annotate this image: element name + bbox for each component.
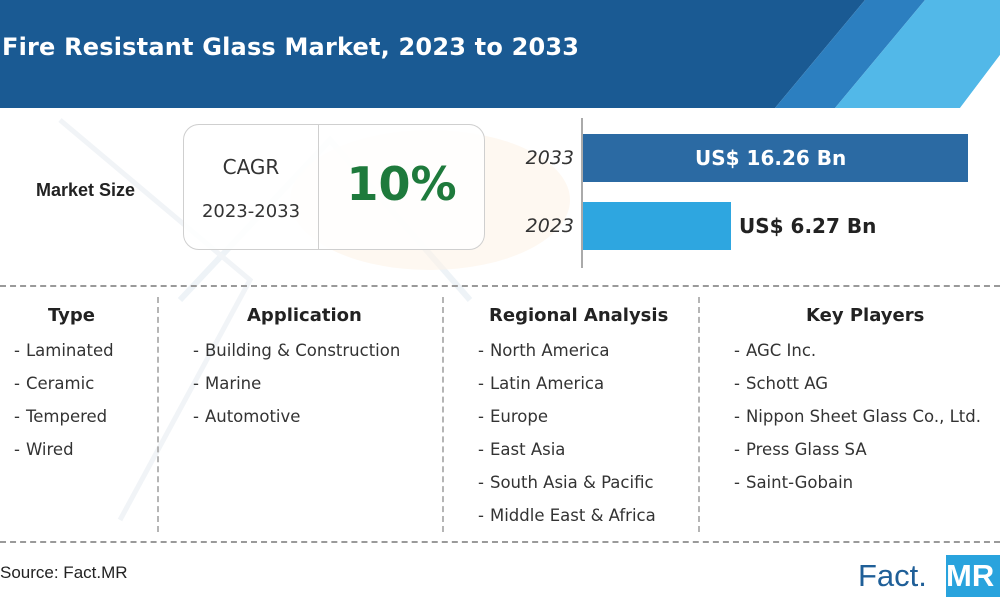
cagr-label: CAGR — [222, 155, 280, 179]
list-item: - South Asia & Pacific — [478, 473, 654, 492]
list-item: - Press Glass SA — [734, 440, 867, 459]
column-heading: Application — [247, 305, 362, 326]
item-list: - Laminated - Ceramic - Tempered - Wired — [14, 340, 144, 472]
cagr-value: 10% — [346, 157, 457, 211]
market-size-bar-chart: 2033 US$ 16.26 Bn 2023 US$ 6.27 Bn — [510, 118, 990, 268]
list-item: - Saint-Gobain — [734, 473, 854, 492]
cagr-box: CAGR 2023-2033 10% — [183, 124, 485, 250]
column-divider — [698, 297, 700, 532]
factmr-logo: Fact. MR — [858, 555, 1000, 597]
column-divider — [442, 297, 444, 532]
column-regional-analysis: Regional Analysis - North America - Latin … — [478, 305, 688, 538]
column-application: Application - Building & Construction - Ma… — [193, 305, 433, 439]
bar-value-label: US$ 16.26 Bn — [695, 146, 847, 170]
list-item: - Latin America — [478, 374, 605, 393]
list-item: - East Asia — [478, 440, 566, 459]
column-type: Type - Laminated - Ceramic - Tempered - Wire… — [14, 305, 144, 472]
list-item: - Schott AG — [734, 374, 829, 393]
list-item: - Building & Construction — [193, 341, 401, 360]
list-item: - Ceramic — [14, 374, 95, 393]
column-heading: Regional Analysis — [489, 305, 669, 326]
cagr-divider — [318, 125, 319, 249]
header-banner: Fire Resistant Glass Market, 2023 to 203… — [0, 0, 1000, 108]
item-list: - AGC Inc. - Schott AG - Nippon Sheet Glass… — [734, 340, 996, 505]
list-item: - Nippon Sheet Glass Co., Ltd. — [734, 407, 981, 426]
source-note: Source: Fact.MR — [0, 563, 128, 582]
bar-value-label: US$ 6.27 Bn — [739, 214, 877, 238]
item-list: - Building & Construction - Marine - Automo… — [193, 340, 433, 439]
column-heading: Key Players — [806, 305, 925, 326]
list-item: - North America — [478, 341, 610, 360]
list-item: - Laminated — [14, 341, 114, 360]
list-item: - Europe — [478, 407, 548, 426]
logo-text-fact: Fact. — [858, 555, 946, 597]
bar-2033 — [583, 134, 968, 182]
divider-bottom — [0, 541, 1000, 543]
list-item: - Middle East & Africa — [478, 506, 656, 525]
logo-text-mr: MR — [946, 555, 1000, 597]
list-item: - Tempered — [14, 407, 108, 426]
page-title: Fire Resistant Glass Market, 2023 to 203… — [2, 33, 580, 61]
column-key-players: Key Players - AGC Inc. - Schott AG - Nippon… — [734, 305, 996, 505]
cagr-period: 2023-2033 — [201, 201, 301, 222]
list-item: - AGC Inc. — [734, 341, 817, 360]
list-item: - Marine — [193, 374, 262, 393]
divider-top — [0, 285, 1000, 287]
list-item: - Automotive — [193, 407, 301, 426]
bar-category-label: 2023 — [525, 215, 574, 237]
market-size-label: Market Size — [36, 180, 136, 200]
bar-category-label: 2033 — [525, 147, 574, 169]
item-list: - North America - Latin America - Europe -E… — [478, 340, 688, 538]
list-item: - Wired — [14, 440, 74, 459]
bar-chart-svg — [581, 118, 968, 268]
column-divider — [157, 297, 159, 532]
header-background — [0, 0, 1000, 108]
bar-2023 — [583, 202, 731, 250]
column-heading: Type — [48, 305, 95, 326]
